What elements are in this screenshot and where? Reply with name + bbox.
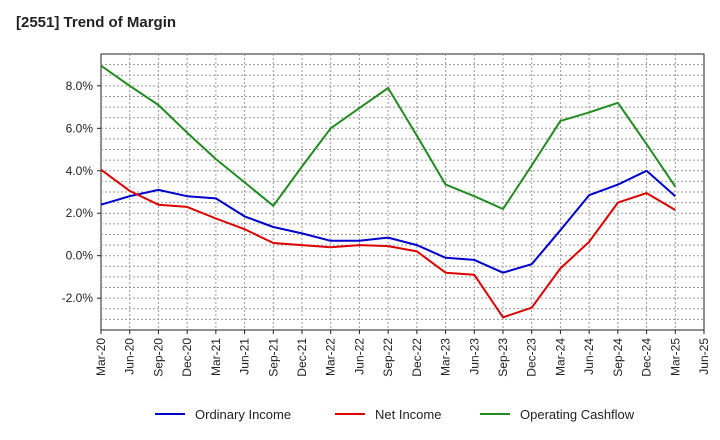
chart-title: [2551] Trend of Margin xyxy=(16,14,177,31)
x-tick-label: Sep-22 xyxy=(381,338,395,377)
y-tick-label: 4.0% xyxy=(66,164,94,178)
y-tick-label: -2.0% xyxy=(62,291,94,305)
series-layer xyxy=(100,64,677,319)
legend-label: Ordinary Income xyxy=(195,407,291,422)
x-tick-label: Jun-25 xyxy=(697,338,711,375)
y-tick-label: 8.0% xyxy=(66,79,94,93)
y-tick-label: 0.0% xyxy=(66,249,94,263)
x-tick-label: Sep-24 xyxy=(611,338,625,377)
legend-label: Operating Cashflow xyxy=(520,407,635,422)
legend-label: Net Income xyxy=(375,407,441,422)
x-tick-label: Jun-23 xyxy=(467,338,481,375)
x-tick-label: Sep-21 xyxy=(266,338,280,377)
x-tick-label: Mar-21 xyxy=(209,338,223,376)
x-tick-label: Mar-20 xyxy=(94,338,108,376)
x-tick-label: Dec-22 xyxy=(410,338,424,377)
series-line-net-income xyxy=(100,168,676,319)
x-tick-label: Mar-25 xyxy=(668,338,682,376)
legend: Ordinary Income Net Income Operating Cashf… xyxy=(155,407,635,422)
series-line-operating-cashflow xyxy=(100,64,677,210)
x-tick-label: Dec-20 xyxy=(180,338,194,377)
series-line-ordinary-income xyxy=(100,169,676,274)
x-tick-label: Jun-20 xyxy=(123,338,137,375)
x-tick-label: Jun-24 xyxy=(582,338,596,375)
x-tick-label: Sep-20 xyxy=(151,338,165,377)
axis-layer: -2.0% 0.0% 2.0% 4.0% 6.0% 8.0% Mar-20 Jun-20 Sep… xyxy=(62,79,711,377)
x-tick-label: Dec-23 xyxy=(525,338,539,377)
x-tick-label: Dec-21 xyxy=(295,338,309,377)
x-tick-label: Jun-22 xyxy=(352,338,366,375)
y-tick-label: 6.0% xyxy=(66,121,94,135)
x-tick-label: Dec-24 xyxy=(640,338,654,377)
x-tick-label: Mar-24 xyxy=(553,338,567,376)
x-tick-label: Jun-21 xyxy=(238,338,252,375)
grid-layer xyxy=(101,54,704,330)
x-tick-label: Mar-22 xyxy=(324,338,338,376)
x-tick-label: Sep-23 xyxy=(496,338,510,377)
x-tick-label: Mar-23 xyxy=(439,338,453,376)
y-tick-label: 2.0% xyxy=(66,206,94,220)
